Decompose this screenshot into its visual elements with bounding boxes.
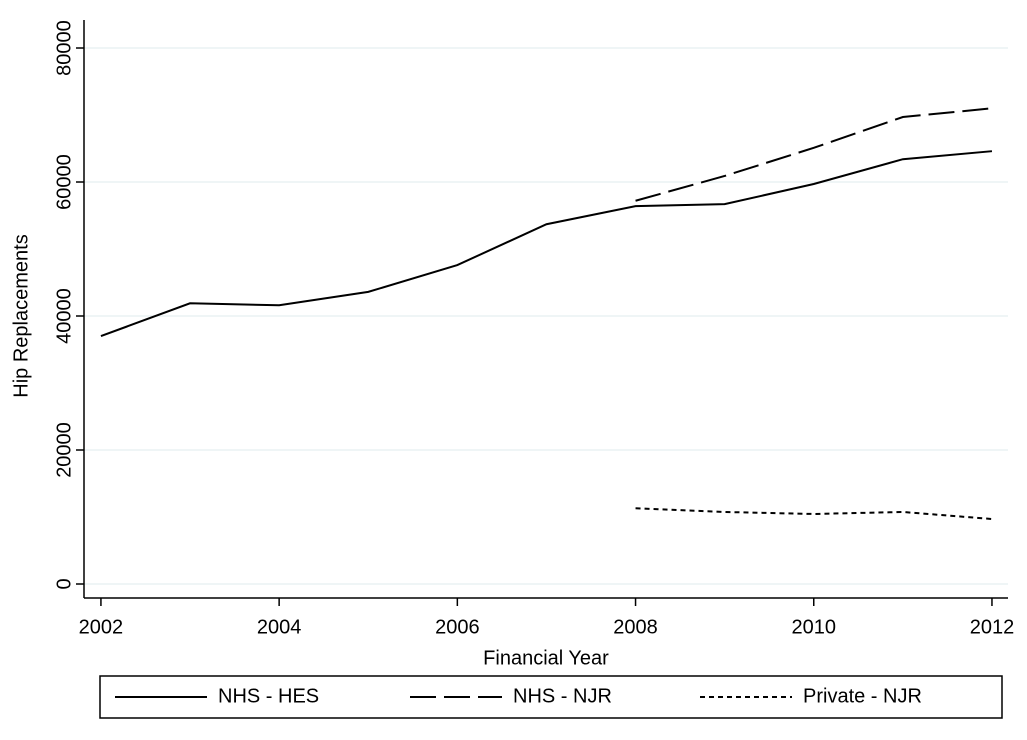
legend-label: NHS - NJR: [513, 685, 612, 707]
x-axis-title: Financial Year: [483, 647, 609, 669]
y-tick-label: 60000: [53, 154, 75, 210]
x-tick-label: 2004: [257, 616, 302, 638]
series-line: [635, 107, 993, 202]
x-tick-label: 2002: [79, 616, 124, 638]
x-tick-label: 2012: [970, 616, 1015, 638]
legend-box: [99, 675, 1003, 719]
x-tick-label: 2010: [792, 616, 837, 638]
x-tick-label: 2008: [613, 616, 658, 638]
legend-label: NHS - HES: [218, 685, 319, 707]
y-tick-label: 80000: [53, 20, 75, 76]
series-line: [100, 150, 993, 338]
y-axis-title: Hip Replacements: [10, 234, 32, 397]
y-tick-label: 20000: [53, 422, 75, 478]
y-tick-label: 40000: [53, 288, 75, 344]
legend-label: Private - NJR: [803, 685, 922, 707]
x-tick-label: 2006: [435, 616, 480, 638]
series-line: [635, 507, 993, 521]
y-tick-label: 0: [53, 578, 75, 589]
